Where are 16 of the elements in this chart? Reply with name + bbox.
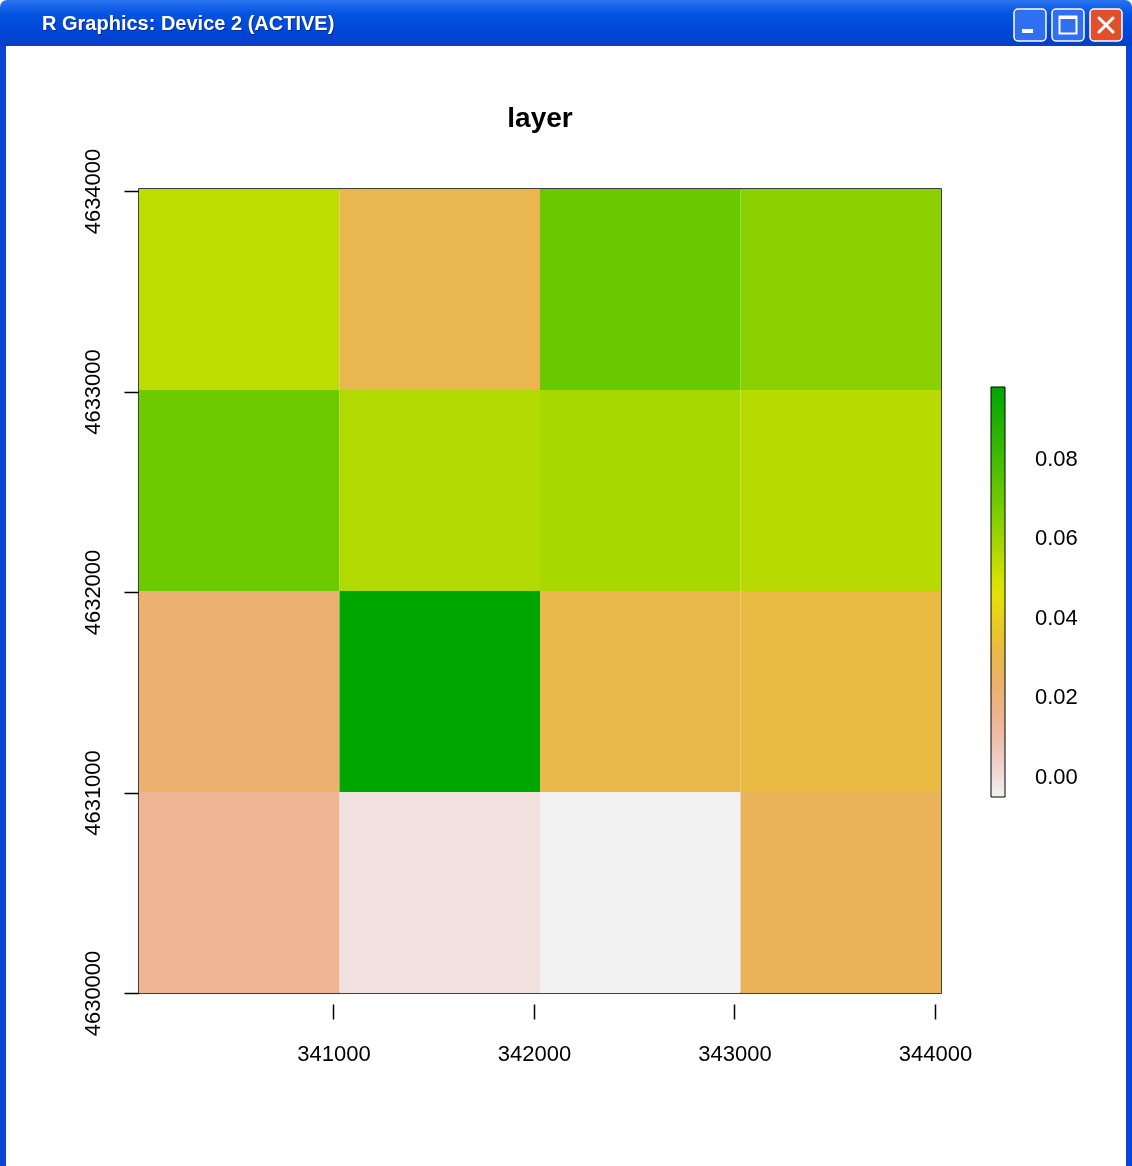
x-tick-label: 343000 [698,1040,772,1066]
text: R Graphics: Device 2 (ACTIVE) [42,12,335,35]
color-bar-label: 0.06 [1035,525,1078,551]
y-tick-label: 4630000 [79,950,105,1037]
color-bar-label: 0.08 [1035,445,1078,471]
color-bar-label: 0.02 [1035,684,1078,710]
color-bar-label: 0.04 [1035,604,1078,630]
x-tick-label: 341000 [297,1040,371,1066]
y-tick-label: 4632000 [79,549,105,636]
chart-title: layer [507,102,573,134]
y-tick-label: 4634000 [79,148,105,235]
y-tick-label: 4631000 [79,750,105,836]
x-tick-label: 342000 [497,1040,572,1066]
x-tick-label: 344000 [898,1040,973,1066]
y-tick-label: 4633000 [79,349,105,435]
color-bar-label: 0.00 [1035,764,1078,790]
